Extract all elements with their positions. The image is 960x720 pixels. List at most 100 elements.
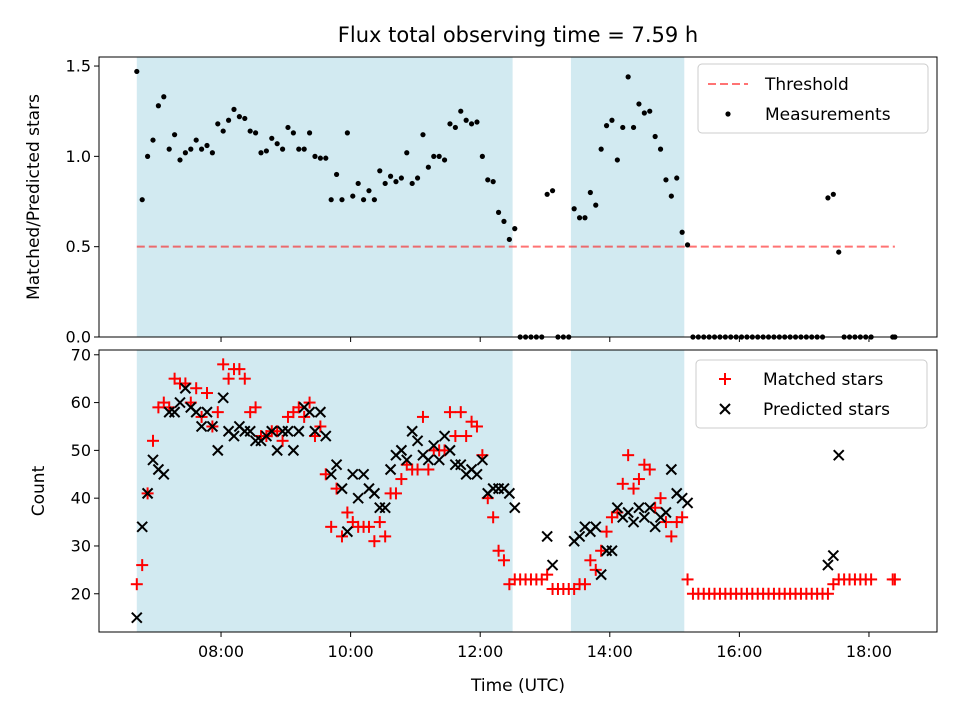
y-tick-label: 1.5 — [66, 57, 91, 76]
measurement-point — [425, 164, 431, 170]
predicted-star-point — [287, 444, 300, 457]
predicted-star-point — [168, 406, 181, 418]
measurement-point — [549, 188, 556, 194]
measurement-point — [328, 197, 334, 203]
predicted-star-point — [644, 502, 656, 514]
predicted-star-point — [444, 444, 456, 457]
matched-star-point — [276, 434, 289, 447]
top-legend-frame — [697, 63, 929, 134]
measurement-point — [193, 137, 199, 143]
legend-predicted-label: Predicted stars — [763, 400, 890, 420]
measurement-point — [674, 175, 680, 181]
x-diag-b — [185, 401, 197, 414]
matched-star-point — [681, 573, 694, 586]
x-diag-b — [428, 439, 440, 452]
measurement-point — [598, 146, 604, 152]
measurement-point — [830, 191, 836, 197]
matched-star-point — [443, 406, 456, 419]
x-diag-b — [357, 468, 370, 480]
predicted-star-point — [395, 444, 408, 457]
x-diag-b — [471, 468, 483, 480]
predicted-star-point — [660, 506, 672, 519]
measurement-point — [609, 117, 615, 123]
x-diag-b — [271, 444, 283, 457]
matched-star-point — [600, 525, 613, 538]
bottom-legend-frame — [695, 359, 928, 429]
x-diag-b — [444, 444, 456, 457]
measurement-point — [593, 202, 599, 208]
y-tick-label: 30 — [71, 536, 91, 555]
matched-star-point — [470, 420, 483, 433]
measurement-point — [387, 173, 394, 179]
predicted-star-point — [217, 392, 229, 404]
x-diag-b — [498, 482, 510, 495]
x-diag-b — [671, 487, 683, 500]
x-diag-b — [611, 502, 624, 514]
x-diag-b — [465, 463, 478, 476]
x-tick-label: 10:00 — [328, 642, 374, 661]
x-axis-label: Time (UTC) — [470, 676, 565, 696]
x-diag-b — [206, 420, 219, 433]
measurement-point — [161, 94, 167, 100]
matched-star-point — [395, 473, 408, 486]
measurement-point — [420, 132, 426, 138]
measurement-point — [155, 103, 161, 109]
measurement-point — [306, 130, 313, 136]
x-diag-b — [244, 425, 256, 437]
bottom-legend: Matched stars Predicted stars — [695, 359, 928, 429]
predicted-star-point — [309, 425, 321, 437]
matched-star-point — [541, 568, 554, 581]
measurement-point — [139, 197, 145, 203]
predicted-star-point — [314, 406, 327, 418]
predicted-star-point — [244, 425, 256, 437]
predicted-star-point — [158, 468, 170, 480]
x-diag-b — [681, 497, 694, 509]
bottom-x-ticks: 08:00 10:00 12:00 14:00 16:00 18:00 — [198, 632, 892, 661]
measurement-point — [274, 141, 280, 147]
measurement-point — [603, 123, 610, 129]
predicted-star-point — [141, 487, 154, 500]
predicted-star-point — [822, 559, 834, 571]
x-diag-b — [233, 420, 246, 433]
matched-star-point — [411, 463, 424, 476]
measurement-point — [182, 150, 188, 156]
measurement-point — [209, 150, 215, 156]
measurement-point — [409, 180, 415, 187]
measurement-point — [220, 128, 226, 134]
x-diag-b — [368, 487, 381, 500]
measurement-point — [614, 157, 620, 163]
measurement-point — [258, 150, 264, 156]
measurement-point — [582, 215, 588, 221]
matched-star-point — [373, 516, 386, 529]
measurement-point — [495, 209, 502, 215]
measurement-point — [652, 133, 658, 140]
x-diag-b — [174, 396, 186, 409]
bottom-y-axis-label: Count — [29, 465, 49, 516]
measurement-point — [679, 229, 685, 235]
matched-star-point — [190, 382, 203, 395]
measurement-point — [463, 117, 469, 123]
measurement-point — [344, 130, 350, 136]
measurement-point — [501, 218, 507, 224]
measurement-point — [225, 117, 232, 123]
matched-star-point — [146, 434, 159, 447]
measurement-point — [641, 110, 647, 116]
x-diag-b — [195, 420, 208, 433]
measurement-point — [366, 188, 372, 194]
legend-measurements-swatch — [725, 111, 731, 117]
matched-star-point — [589, 563, 602, 576]
predicted-star-point — [147, 454, 159, 466]
matched-star-point — [379, 530, 392, 543]
predicted-star-point — [546, 559, 559, 571]
predicted-star-point — [401, 454, 413, 466]
matched-star-point — [422, 463, 435, 476]
matched-star-point — [676, 511, 689, 524]
matched-star-point — [659, 516, 672, 529]
x-diag-b — [649, 521, 661, 533]
measurement-point — [647, 108, 653, 114]
observing-window — [570, 350, 685, 632]
x-diag-b — [822, 559, 834, 571]
x-diag-b — [644, 502, 656, 514]
x-diag-b — [503, 487, 516, 500]
measurement-point — [474, 119, 480, 125]
